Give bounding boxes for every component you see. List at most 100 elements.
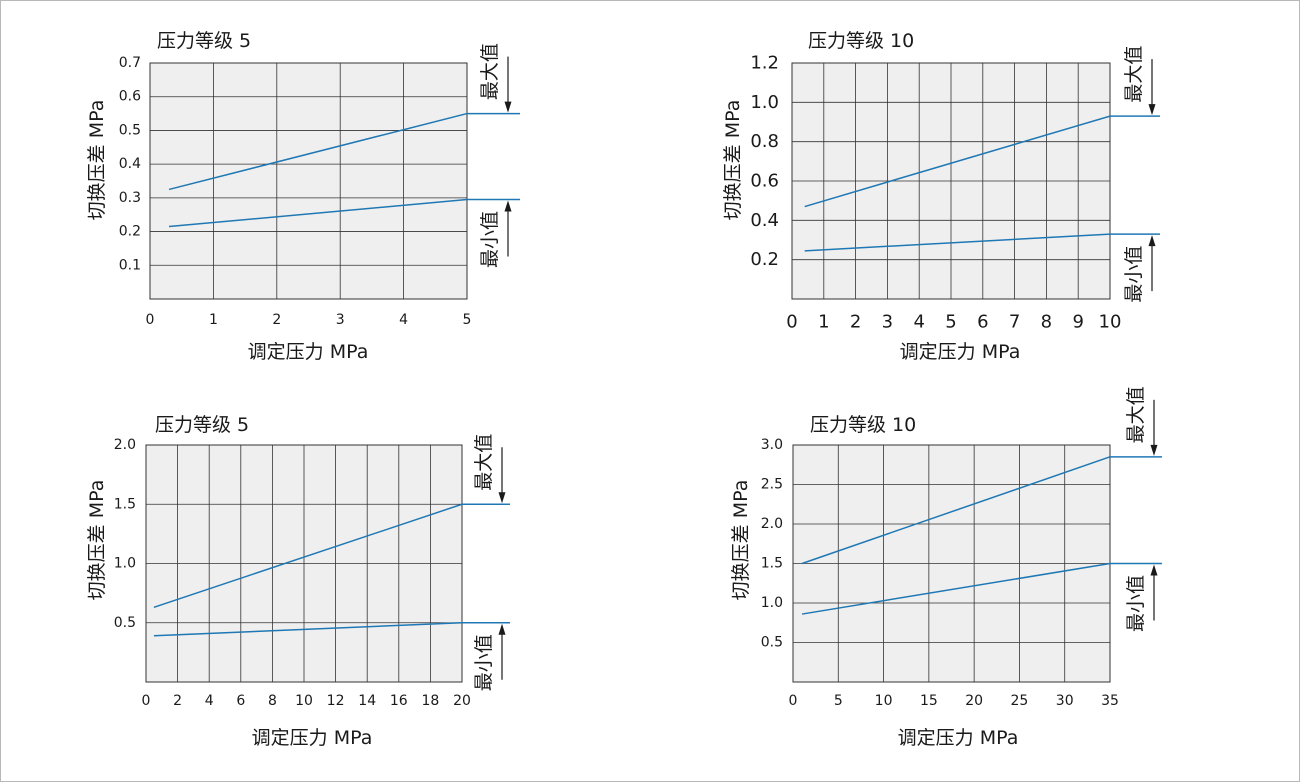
y-tick-label: 0.8 [750, 131, 779, 152]
chart-title: 压力等级 10 [810, 414, 916, 436]
x-tick-label: 4 [913, 312, 924, 333]
x-tick-label: 6 [977, 312, 988, 333]
y-tick-label: 2.5 [761, 477, 783, 493]
series-line-min [153, 622, 463, 637]
series-line-max [153, 503, 463, 609]
x-axis-label: 调定压力 MPa [252, 727, 373, 749]
series-line-min [168, 198, 468, 228]
x-tick-label: 2 [272, 312, 281, 328]
x-tick-label: 0 [146, 312, 155, 328]
chart-panel-1: 压力等级 5 0 1 2 3 4 5 0.1 0.2 0.3 0.4 0.5 0.6 0.7 调定压力 MP… [86, 30, 520, 363]
x-tick-label: 16 [390, 693, 408, 709]
x-tick-label: 14 [358, 693, 376, 709]
chart-panel-3: 压力等级 5 0 2 4 6 8 10 12 14 16 18 20 0.5 1.0 1.5 2.0 调定压力 … [86, 414, 510, 749]
x-tick-label: 0 [142, 693, 151, 709]
chart-panel-4: 压力等级 10 0 5 10 15 20 25 30 35 0.5 1.0 1.5 2.0 2.5 3.0 调… [730, 386, 1162, 749]
x-axis-label: 调定压力 MPa [898, 727, 1019, 749]
x-tick-label: 35 [1101, 693, 1119, 709]
series-line-max [168, 112, 468, 191]
y-tick-label: 1.5 [761, 556, 783, 572]
y-tick-label: 0.5 [119, 122, 141, 138]
x-tick-label: 3 [336, 312, 345, 328]
y-tick-label: 0.4 [119, 156, 141, 172]
y-tick-label: 0.2 [119, 224, 141, 240]
x-tick-label: 0 [786, 312, 797, 333]
plot-area [150, 63, 467, 299]
series-line-min [804, 233, 1111, 252]
x-tick-label: 2 [173, 693, 182, 709]
plot-border [145, 444, 463, 683]
x-tick-label: 6 [236, 693, 245, 709]
series-line-min [801, 562, 1111, 615]
min-label: 最小值 [473, 634, 495, 691]
y-tick-label: 0.1 [119, 257, 141, 273]
x-tick-label: 30 [1056, 693, 1074, 709]
x-tick-label: 8 [1041, 312, 1052, 333]
max-label: 最大值 [1123, 46, 1145, 103]
y-tick-label: 0.3 [119, 190, 141, 206]
x-tick-label: 2 [850, 312, 861, 333]
y-tick-label: 1.0 [750, 92, 779, 113]
y-tick-label: 3.0 [761, 437, 783, 453]
x-tick-label: 12 [327, 693, 345, 709]
x-tick-label: 5 [834, 693, 843, 709]
y-axis-label: 切换压差 MPa [86, 100, 108, 221]
x-tick-label: 0 [789, 693, 798, 709]
chart-title: 压力等级 5 [155, 414, 249, 436]
y-tick-label: 0.6 [119, 89, 141, 105]
x-tick-label: 4 [205, 693, 214, 709]
x-axis-label: 调定压力 MPa [248, 341, 369, 363]
plot-border [149, 62, 468, 300]
min-arrow-head [504, 200, 512, 212]
y-tick-label: 2.0 [761, 516, 783, 532]
y-tick-label: 1.2 [750, 53, 779, 74]
series-line-max [801, 456, 1111, 565]
x-tick-label: 18 [421, 693, 439, 709]
y-tick-label: 1.0 [761, 595, 783, 611]
x-tick-label: 15 [920, 693, 938, 709]
y-tick-label: 0.4 [750, 210, 779, 231]
y-tick-label: 0.5 [114, 615, 136, 631]
y-axis-label: 切换压差 MPa [86, 480, 108, 601]
x-tick-label: 8 [268, 693, 277, 709]
y-axis-label: 切换压差 MPa [730, 480, 752, 601]
max-arrow-head [504, 101, 512, 113]
max-label: 最大值 [473, 434, 495, 491]
y-axis-label: 切换压差 MPa [722, 100, 744, 221]
x-tick-label: 1 [818, 312, 829, 333]
y-tick-label: 0.2 [750, 249, 779, 270]
max-arrow-head [1150, 444, 1158, 456]
x-tick-label: 9 [1072, 312, 1083, 333]
x-tick-label: 20 [453, 693, 471, 709]
y-tick-label: 1.5 [114, 496, 136, 512]
min-arrow-head [1148, 235, 1156, 247]
x-tick-label: 5 [945, 312, 956, 333]
x-tick-label: 4 [399, 312, 408, 328]
min-arrow-head [1150, 564, 1158, 576]
min-label: 最小值 [1125, 575, 1147, 632]
y-tick-label: 2.0 [114, 437, 136, 453]
x-axis-label: 调定压力 MPa [900, 341, 1021, 363]
x-tick-label: 10 [295, 693, 313, 709]
x-tick-label: 10 [875, 693, 893, 709]
x-tick-label: 7 [1009, 312, 1020, 333]
chart-title: 压力等级 10 [808, 30, 914, 52]
max-label: 最大值 [479, 43, 501, 100]
x-tick-label: 3 [882, 312, 893, 333]
min-arrow-head [498, 623, 506, 635]
chart-title: 压力等级 5 [157, 30, 251, 52]
x-tick-label: 10 [1099, 312, 1122, 333]
x-tick-label: 20 [965, 693, 983, 709]
x-tick-label: 5 [463, 312, 472, 328]
x-tick-label: 1 [209, 312, 218, 328]
plot-border [791, 62, 1111, 300]
min-label: 最小值 [1123, 246, 1145, 303]
min-label: 最小值 [479, 211, 501, 268]
y-tick-label: 0.5 [761, 635, 783, 651]
y-tick-label: 1.0 [114, 556, 136, 572]
y-tick-label: 0.6 [750, 171, 779, 192]
max-arrow-head [498, 492, 506, 504]
series-line-max [804, 115, 1111, 208]
x-tick-label: 25 [1011, 693, 1029, 709]
